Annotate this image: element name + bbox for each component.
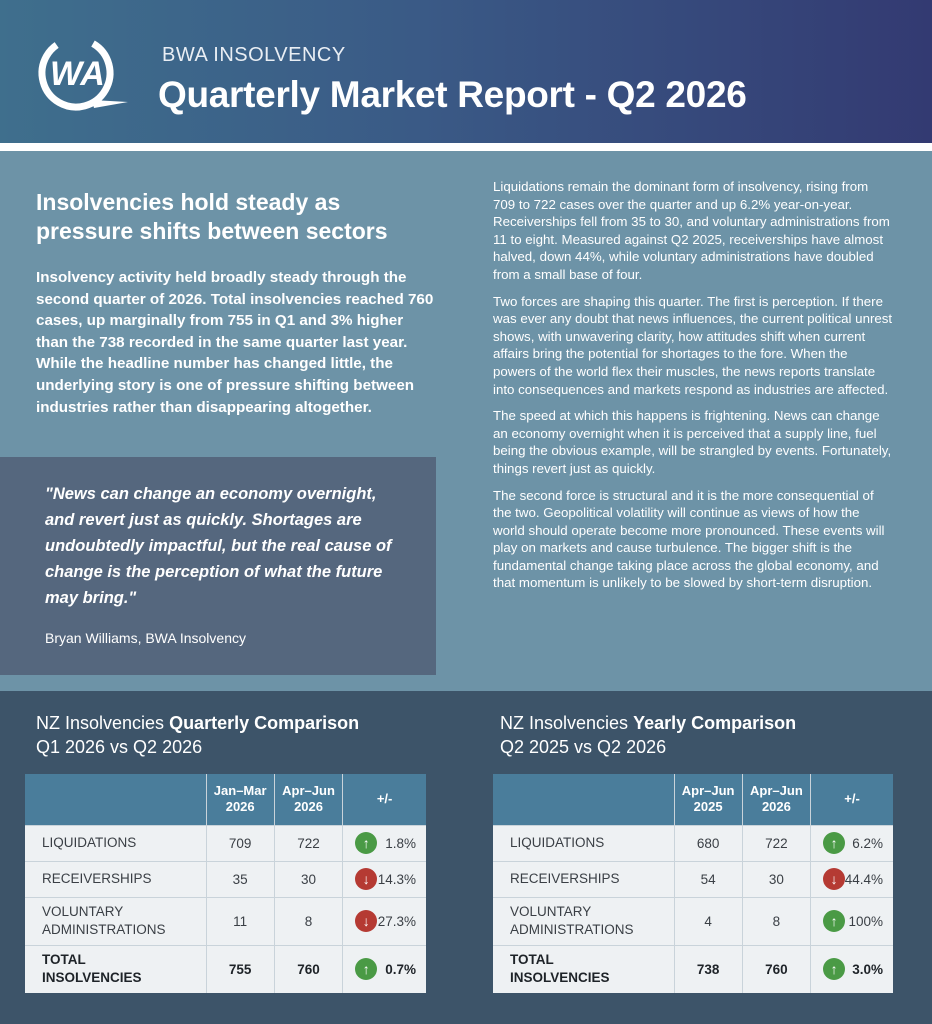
change-value: 0.7%	[385, 961, 416, 977]
value-cell: 722	[274, 824, 344, 861]
change-cell: ↓ 27.3%	[342, 896, 426, 945]
row-label: VOLUNTARY ADMINISTRATIONS	[493, 896, 675, 945]
change-value: 14.3%	[377, 871, 416, 887]
article-headline: Insolvencies hold steady as pressure shi…	[36, 189, 388, 244]
value-cell: 738	[674, 944, 743, 993]
arrow-down-icon: ↓	[355, 868, 378, 890]
arrow-up-icon: ↑	[823, 910, 846, 932]
article-paragraph: Two forces are shaping this quarter. The…	[493, 293, 893, 397]
article-paragraph: The second force is structural and it is…	[493, 487, 885, 591]
quarterly-table: Jan–Mar 2026 Apr–Jun 2026 +/- LIQUIDATIO…	[25, 774, 426, 993]
pull-quote: "News can change an economy overnight, a…	[0, 457, 436, 675]
table-row: LIQUIDATIONS 709 722 ↑ 1.8%	[25, 824, 426, 861]
change-value: 3.0%	[852, 961, 883, 977]
table-row: RECEIVERSHIPS 35 30 ↓ 14.3%	[25, 860, 426, 897]
value-cell: 11	[206, 896, 275, 945]
bwa-logo-icon: WA	[38, 35, 128, 111]
value-cell: 755	[206, 944, 275, 993]
arrow-up-icon: ↑	[823, 832, 846, 854]
quote-text: "News can change an economy overnight, a…	[45, 485, 392, 607]
comparison-section: NZ Insolvencies Quarterly Comparison Q1 …	[0, 691, 932, 1024]
change-value: 6.2%	[852, 835, 883, 851]
arrow-up-icon: ↑	[355, 832, 378, 854]
change-cell: ↓ 44.4%	[810, 860, 893, 897]
column-header: Apr–Jun 2026	[274, 774, 344, 825]
value-cell: 680	[674, 824, 743, 861]
table-row: TOTAL INSOLVENCIES 738 760 ↑ 3.0%	[493, 944, 893, 993]
value-cell: 8	[274, 896, 344, 945]
arrow-down-icon: ↓	[355, 910, 378, 932]
column-header: +/-	[810, 774, 893, 825]
column-header: Jan–Mar 2026	[206, 774, 275, 825]
change-cell: ↑ 6.2%	[810, 824, 893, 861]
value-cell: 709	[206, 824, 275, 861]
value-cell: 8	[742, 896, 812, 945]
change-value: 1.8%	[385, 835, 416, 851]
row-label: LIQUIDATIONS	[493, 824, 675, 861]
column-header: Apr–Jun 2026	[742, 774, 812, 825]
quarterly-title: NZ Insolvencies Quarterly Comparison Q1 …	[36, 713, 360, 757]
quote-author: Bryan Williams, BWA Insolvency	[45, 630, 246, 646]
article-section: Insolvencies hold steady as pressure shi…	[0, 151, 932, 691]
row-label: RECEIVERSHIPS	[493, 860, 675, 897]
svg-text:WA: WA	[50, 55, 105, 93]
row-label: RECEIVERSHIPS	[25, 860, 207, 897]
row-label: LIQUIDATIONS	[25, 824, 207, 861]
yearly-table: Apr–Jun 2025 Apr–Jun 2026 +/- LIQUIDATIO…	[493, 774, 893, 993]
row-label: TOTAL INSOLVENCIES	[493, 944, 675, 993]
table-row: VOLUNTARY ADMINISTRATIONS 11 8 ↓ 27.3%	[25, 896, 426, 945]
value-cell: 4	[674, 896, 743, 945]
article-paragraph: Liquidations remain the dominant form of…	[493, 179, 890, 282]
table-row: RECEIVERSHIPS 54 30 ↓ 44.4%	[493, 860, 893, 897]
column-header: Apr–Jun 2025	[674, 774, 743, 825]
article-paragraph: The speed at which this happens is frigh…	[493, 408, 892, 476]
yearly-title: NZ Insolvencies Yearly Comparison Q2 202…	[500, 713, 797, 757]
value-cell: 760	[742, 944, 812, 993]
report-header: WA BWA INSOLVENCY Quarterly Market Repor…	[0, 0, 932, 143]
table-row: VOLUNTARY ADMINISTRATIONS 4 8 ↑ 100%	[493, 896, 893, 945]
report-title: Quarterly Market Report - Q2 2026	[158, 74, 747, 115]
column-header: +/-	[342, 774, 426, 825]
change-cell: ↑ 1.8%	[342, 824, 426, 861]
brand-name: BWA INSOLVENCY	[162, 44, 346, 66]
table-row: LIQUIDATIONS 680 722 ↑ 6.2%	[493, 824, 893, 861]
table-row: TOTAL INSOLVENCIES 755 760 ↑ 0.7%	[25, 944, 426, 993]
value-cell: 35	[206, 860, 275, 897]
arrow-up-icon: ↑	[823, 958, 846, 981]
arrow-down-icon: ↓	[823, 868, 846, 890]
header-blank	[25, 774, 207, 825]
row-label: VOLUNTARY ADMINISTRATIONS	[25, 896, 207, 945]
row-label: TOTAL INSOLVENCIES	[25, 944, 207, 993]
change-cell: ↑ 3.0%	[810, 944, 893, 993]
change-cell: ↓ 14.3%	[342, 860, 426, 897]
change-cell: ↑ 0.7%	[342, 944, 426, 993]
divider	[0, 143, 932, 151]
arrow-up-icon: ↑	[355, 958, 378, 981]
value-cell: 722	[742, 824, 812, 861]
change-cell: ↑ 100%	[810, 896, 893, 945]
change-value: 100%	[848, 913, 883, 929]
change-value: 27.3%	[377, 913, 416, 929]
change-value: 44.4%	[844, 871, 883, 887]
header-blank	[493, 774, 675, 825]
value-cell: 30	[274, 860, 344, 897]
article-intro: Insolvency activity held broadly steady …	[36, 269, 434, 416]
value-cell: 760	[274, 944, 344, 993]
value-cell: 30	[742, 860, 812, 897]
value-cell: 54	[674, 860, 743, 897]
article-body: Liquidations remain the dominant form of…	[493, 178, 893, 601]
